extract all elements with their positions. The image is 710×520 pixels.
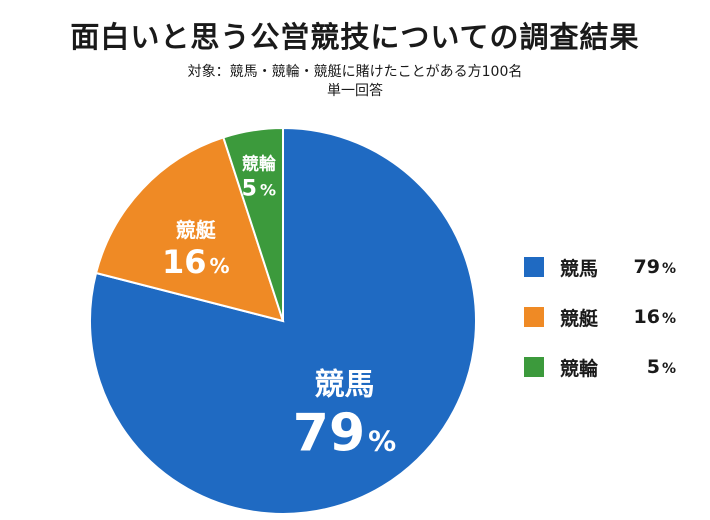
pie-slice-kyotei	[94, 136, 285, 323]
chart-title: 面白いと思う公営競技についての調査結果	[70, 20, 640, 54]
legend-value: 79%	[633, 256, 676, 278]
slice-label-keiba: 競馬	[315, 367, 375, 402]
legend-swatch-kyotei	[524, 307, 544, 327]
subtitle-target: 対象：競馬・競輪・競艇に賭けたことがある方100名	[187, 64, 523, 80]
legend-item-kyotei: 競艇 16%	[524, 305, 676, 330]
legend-swatch-keiba	[524, 257, 544, 277]
pie-slices	[89, 126, 477, 515]
pie-slice-keiba	[89, 126, 477, 515]
legend-item-keirin: 競輪 5%	[524, 355, 676, 380]
slice-label-kyotei: 競艇	[176, 218, 217, 242]
legend-item-keiba: 競馬 79%	[524, 255, 676, 280]
slice-label-keirin: 競輪	[242, 154, 277, 175]
chart-subtitle: 対象：競馬・競輪・競艇に賭けたことがある方100名 単一回答	[0, 63, 710, 101]
legend-label: 競艇	[560, 307, 599, 330]
legend-value: 16%	[633, 306, 676, 328]
subtitle-answer-type: 単一回答	[327, 83, 383, 99]
legend: 競馬 79% 競艇 16% 競輪 5%	[524, 255, 676, 405]
pie-slice-keirin	[222, 126, 284, 322]
legend-label: 競輪	[560, 357, 599, 380]
legend-swatch-keirin	[524, 357, 544, 377]
legend-value: 5%	[646, 356, 676, 378]
legend-label: 競馬	[560, 257, 599, 280]
